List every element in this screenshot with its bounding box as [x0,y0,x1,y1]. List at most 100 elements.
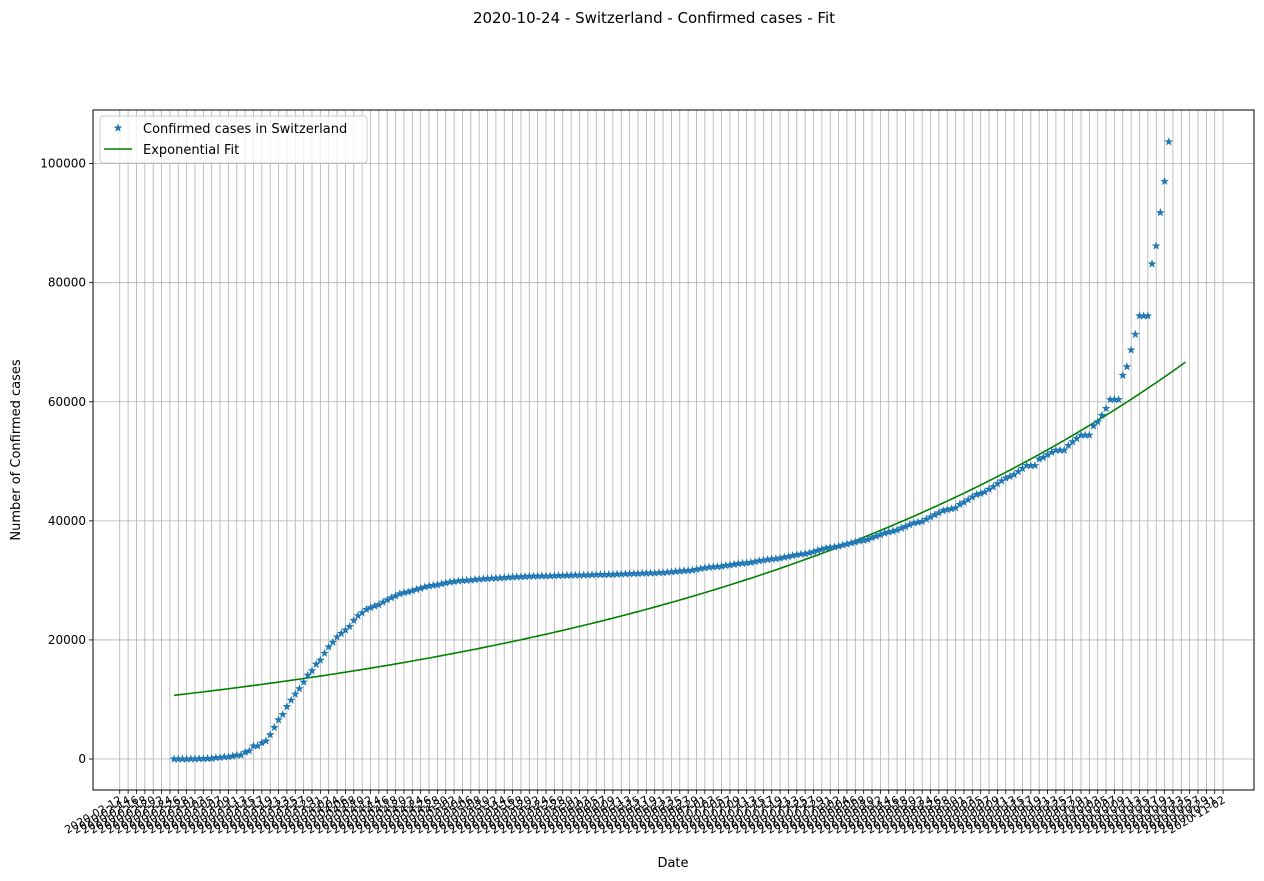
data-point [1064,440,1073,450]
data-point [976,488,986,498]
data-point [583,570,593,579]
data-point [708,562,718,571]
data-point [616,569,626,578]
data-point [696,564,706,573]
data-point [341,625,350,634]
data-point [604,569,614,579]
data-point [1005,471,1015,481]
data-point [792,550,802,559]
data-point [1147,259,1157,268]
data-point [817,544,827,553]
data-point [804,548,814,557]
data-point [228,751,237,760]
data-point [370,601,380,610]
data-point [926,512,935,521]
data-point [566,570,576,579]
legend: Confirmed cases in Switzerland Exponenti… [99,115,368,164]
data-point [261,736,271,745]
data-point [1101,403,1111,413]
data-point [332,632,342,641]
data-point [1068,437,1077,446]
data-point [483,573,492,583]
data-point [896,523,906,532]
data-point [1105,394,1115,404]
data-point [433,580,442,589]
data-point [671,566,680,576]
data-point [441,578,451,587]
data-point [1022,460,1032,470]
data-point [524,571,534,580]
data-point [633,568,643,578]
data-point [591,570,601,579]
data-point [1084,430,1094,439]
data-point [303,670,313,679]
data-point [692,564,701,574]
data-point [1043,450,1052,459]
data-point [391,591,400,600]
data-point [821,543,831,552]
data-point [959,497,969,506]
data-point [282,702,292,711]
x-axis-label: Date [657,856,688,871]
data-point [1139,311,1149,320]
y-tick-label: 60000 [48,395,86,409]
grid [93,110,1254,790]
data-point [612,569,622,578]
legend-label-confirmed: Confirmed cases in Switzerland [143,122,347,137]
data-point [880,528,889,537]
data-point [311,659,321,668]
data-point [320,648,329,657]
data-point [190,754,200,763]
data-point [800,549,810,558]
data-point [453,576,463,585]
data-point [579,570,589,579]
data-point [675,566,685,575]
data-point [295,684,304,693]
plot-frame [92,109,1255,791]
data-point [934,508,944,517]
data-point [784,551,793,561]
data-point [1072,433,1082,443]
data-point [825,542,835,552]
data-point [1009,470,1019,479]
data-point [901,522,910,531]
data-point [278,709,288,719]
data-point [545,571,555,580]
data-point [809,547,818,556]
data-point [855,536,864,545]
data-point [888,526,898,535]
data-point [637,568,647,578]
data-point [508,572,517,581]
data-point [550,571,559,580]
data-point [462,575,471,585]
data-point [215,752,225,762]
data-point [1097,410,1107,420]
data-point [1089,421,1098,430]
data-point [750,557,760,566]
data-point [253,741,263,750]
data-point [850,537,860,546]
data-point [621,569,630,578]
data-point [754,556,764,565]
y-axis-label: Number of Confirmed cases [9,359,24,541]
data-point [700,563,710,572]
data-point [600,570,609,579]
chart-title: 2020-10-24 - Switzerland - Confirmed cas… [473,9,835,27]
data-point [541,571,551,580]
data-point [1026,460,1036,470]
data-point [516,572,526,581]
data-point [913,517,923,526]
data-point [884,527,894,536]
fit-line [173,361,1186,697]
data-point [846,538,856,547]
data-point [420,582,430,591]
data-point [520,571,530,581]
data-point [203,753,212,763]
data-point [274,715,283,724]
series-layer [169,137,1186,763]
data-point [1055,445,1065,454]
data-point [733,559,743,568]
data-point [211,753,221,762]
data-point [512,572,522,581]
data-point [257,738,267,747]
